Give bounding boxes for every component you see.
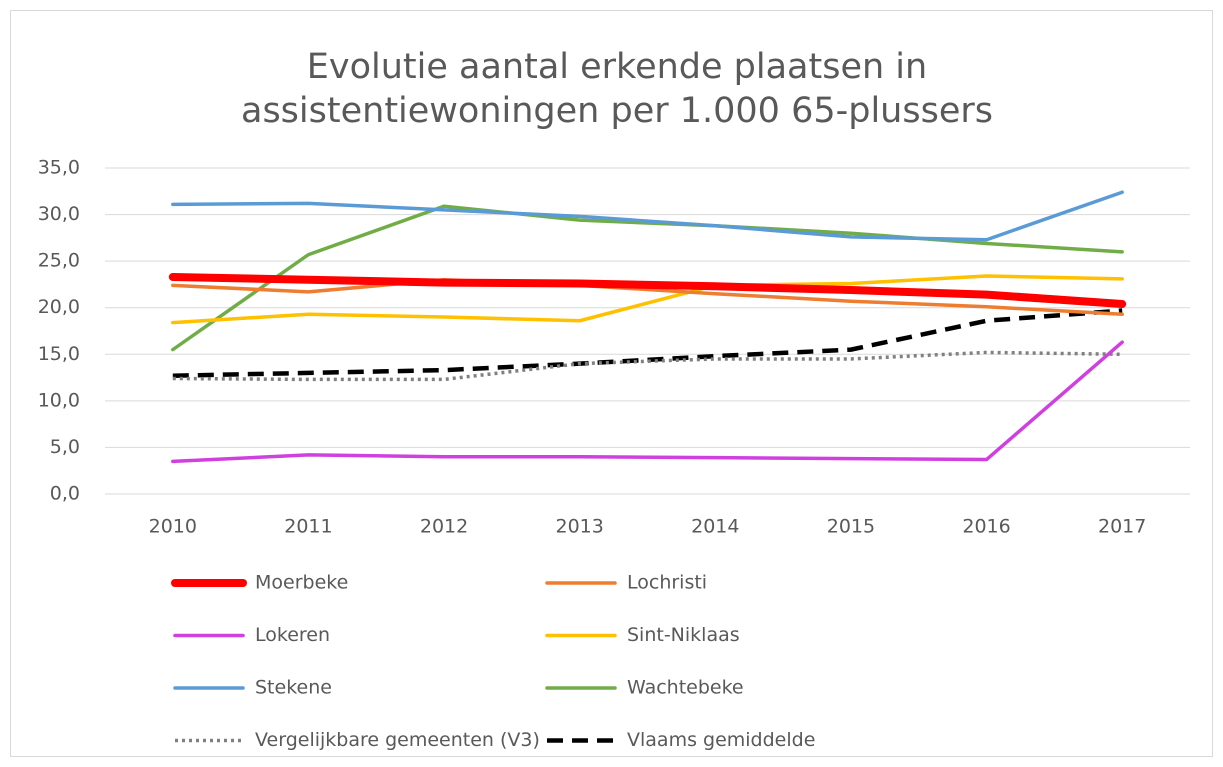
legend-label: Lokeren (255, 624, 330, 646)
x-tick-label: 2010 (149, 516, 197, 538)
legend-label: Moerbeke (255, 572, 348, 594)
chart-title: Evolutie aantal erkende plaatsen in (307, 47, 927, 87)
y-tick-label: 10,0 (38, 389, 80, 411)
legend-label: Sint-Niklaas (627, 624, 740, 646)
series-line (168, 272, 1127, 308)
x-tick-label: 2011 (284, 516, 332, 538)
y-tick-label: 35,0 (38, 157, 80, 179)
chart-frame (10, 10, 1213, 757)
y-tick-label: 0,0 (50, 483, 80, 505)
y-tick-label: 25,0 (38, 250, 80, 272)
x-tick-label: 2015 (827, 516, 875, 538)
legend-label: Vlaams gemiddelde (627, 729, 815, 751)
series-line (172, 350, 1123, 382)
x-tick-label: 2012 (420, 516, 468, 538)
chart-title: assistentiewoningen per 1.000 65-plusser… (241, 91, 993, 131)
legend-label: Wachtebeke (627, 677, 744, 699)
x-tick-label: 2017 (1098, 516, 1146, 538)
x-tick-label: 2016 (962, 516, 1010, 538)
series-line (171, 340, 1124, 464)
legend-label: Lochristi (627, 572, 707, 594)
legend-label: Stekene (255, 677, 332, 699)
series-line (171, 204, 1124, 352)
series-line (171, 190, 1124, 242)
x-tick-label: 2013 (556, 516, 604, 538)
x-tick-label: 2014 (691, 516, 739, 538)
series-line (171, 274, 1124, 325)
y-tick-label: 30,0 (38, 203, 80, 225)
series-line (171, 278, 1124, 316)
series-line (172, 308, 1123, 378)
legend-label: Vergelijkbare gemeenten (V3) (255, 729, 540, 751)
y-tick-label: 15,0 (38, 343, 80, 365)
y-tick-label: 20,0 (38, 296, 80, 318)
y-tick-label: 5,0 (50, 436, 80, 458)
